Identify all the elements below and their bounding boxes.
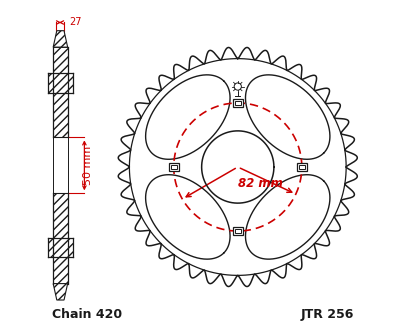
Bar (53, 47, 68, 73)
Polygon shape (53, 31, 68, 47)
Polygon shape (53, 284, 68, 300)
Text: 82 mm: 82 mm (238, 177, 283, 190)
Text: 27: 27 (69, 17, 82, 27)
Bar (171, 165, 177, 169)
Bar (235, 229, 241, 233)
Bar (169, 163, 179, 171)
Bar (297, 163, 307, 171)
Bar (48, 73, 73, 93)
Bar (235, 101, 241, 105)
Bar (53, 93, 68, 137)
Text: Chain 420: Chain 420 (52, 308, 122, 321)
Bar (299, 165, 305, 169)
Text: 50 mm: 50 mm (83, 146, 93, 185)
Bar (233, 99, 243, 107)
Bar (48, 237, 73, 257)
Bar (53, 193, 68, 237)
Text: JTR 256: JTR 256 (301, 308, 354, 321)
Bar (53, 137, 68, 193)
Bar (233, 227, 243, 235)
Bar (53, 257, 68, 284)
